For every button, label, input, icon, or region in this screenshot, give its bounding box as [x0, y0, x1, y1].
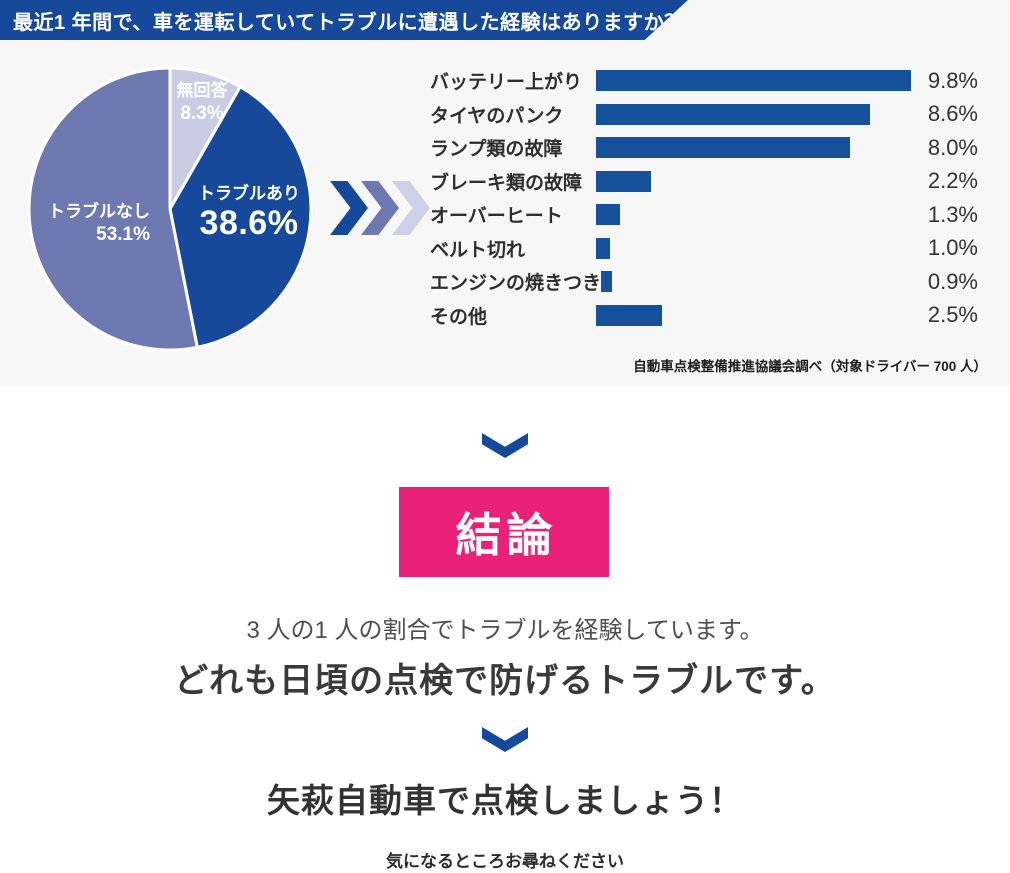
pie-chart: 無回答 8.3% トラブルあり 38.6% トラブルなし 53.1% [24, 63, 316, 355]
cta-text: 矢萩自動車で点検しましょう！ [267, 782, 743, 819]
chevron-right-icon [330, 181, 368, 235]
bar-track [601, 271, 917, 293]
bar-fill [596, 237, 611, 259]
bar-track [596, 103, 912, 125]
bar-track [596, 70, 912, 92]
bar-fill [596, 137, 850, 159]
bar-label: ランプ類の故障 [430, 139, 563, 161]
bar-label: オーバーヒート [430, 206, 563, 228]
pie-slice-value: 38.6% [199, 203, 299, 242]
pie-slice-label: トラブルあり [198, 184, 300, 203]
bar-label: ブレーキ類の故障 [430, 172, 583, 194]
bar-track [596, 170, 912, 192]
question-title-bar: 最近1 年間で、車を運転していてトラブルに遭遇した経験はありますか？ [0, 0, 688, 40]
bar-label: ベルト切れ [430, 239, 526, 261]
bar-fill [601, 271, 612, 293]
bar-track [596, 304, 912, 326]
pie-slice-value: 53.1% [96, 223, 150, 245]
bar-track [596, 137, 912, 159]
bar-label: その他 [430, 306, 488, 328]
bar-fill [596, 103, 870, 125]
bar-row: オーバーヒート 1.3% [430, 198, 978, 232]
pie-slice-label: トラブルなし [48, 202, 150, 221]
bar-fill [596, 70, 911, 92]
conclusion-line2: どれも日頃の点検で防げるトラブルです。 [174, 662, 836, 700]
bar-fill [596, 304, 662, 326]
bar-row: ブレーキ類の故障 2.2% [430, 165, 978, 199]
bar-value: 8.0% [927, 134, 978, 160]
bar-row: ベルト切れ 1.0% [430, 232, 978, 266]
bar-fill [596, 204, 621, 226]
bar-row: ランプ類の故障 8.0% [430, 131, 978, 165]
bar-row: その他 2.5% [430, 299, 978, 333]
bar-value: 2.2% [927, 168, 978, 194]
bar-label: エンジンの焼きつき [430, 273, 602, 295]
bar-fill [596, 170, 652, 192]
pie-label-trouble: トラブルあり 38.6% [198, 184, 300, 241]
pie-label-no-trouble: トラブルなし 53.1% [24, 202, 150, 246]
conclusion-badge-label: 結論 [455, 509, 558, 561]
pie-slice-2 [27, 66, 199, 352]
bar-label: バッテリー上がり [430, 72, 583, 94]
bar-row: バッテリー上がり 9.8% [430, 64, 978, 98]
source-note: 自動車点検整備推進協議会調べ（対象ドライバー 700 人） [633, 359, 987, 374]
question-title: 最近1 年間で、車を運転していてトラブルに遭遇した経験はありますか？ [13, 11, 685, 34]
conclusion-section: 結論 3 人の1 人の割合でトラブルを経験しています。 どれも日頃の点検で防げる… [0, 386, 1010, 873]
bar-value: 1.3% [927, 201, 978, 227]
bar-value: 0.9% [927, 268, 978, 294]
chevron-right-triple-icon [330, 181, 430, 235]
pie-slice-value: 8.3% [180, 102, 224, 124]
conclusion-line1: 3 人の1 人の割合でトラブルを経験しています。 [246, 617, 764, 644]
bar-value: 2.5% [927, 302, 978, 328]
bar-track [596, 204, 912, 226]
pie-slice-1 [168, 85, 313, 349]
bar-value: 9.8% [927, 67, 978, 93]
pie-slice-label: 無回答 [176, 81, 228, 100]
bar-value: 1.0% [927, 235, 978, 261]
chevron-down-icon [482, 727, 528, 752]
pie-label-no-answer: 無回答 8.3% [177, 81, 228, 125]
conclusion-badge: 結論 [399, 487, 609, 577]
bar-value: 8.6% [927, 101, 978, 127]
bar-track [596, 237, 912, 259]
bar-label: タイヤのパンク [430, 105, 564, 127]
survey-section: 最近1 年間で、車を運転していてトラブルに遭遇した経験はありますか？ 無回答 8… [0, 0, 1010, 386]
footnote-text: 気になるところお尋ねください [386, 852, 624, 871]
pie-svg [27, 66, 313, 352]
chevron-down-icon [482, 433, 528, 458]
bar-row: タイヤのパンク 8.6% [430, 98, 978, 132]
bar-row: エンジンの焼きつき 0.9% [430, 265, 978, 299]
bar-chart: バッテリー上がり 9.8% タイヤのパンク 8.6% ランプ類の故障 8.0% ブレーキ類の… [430, 64, 978, 332]
